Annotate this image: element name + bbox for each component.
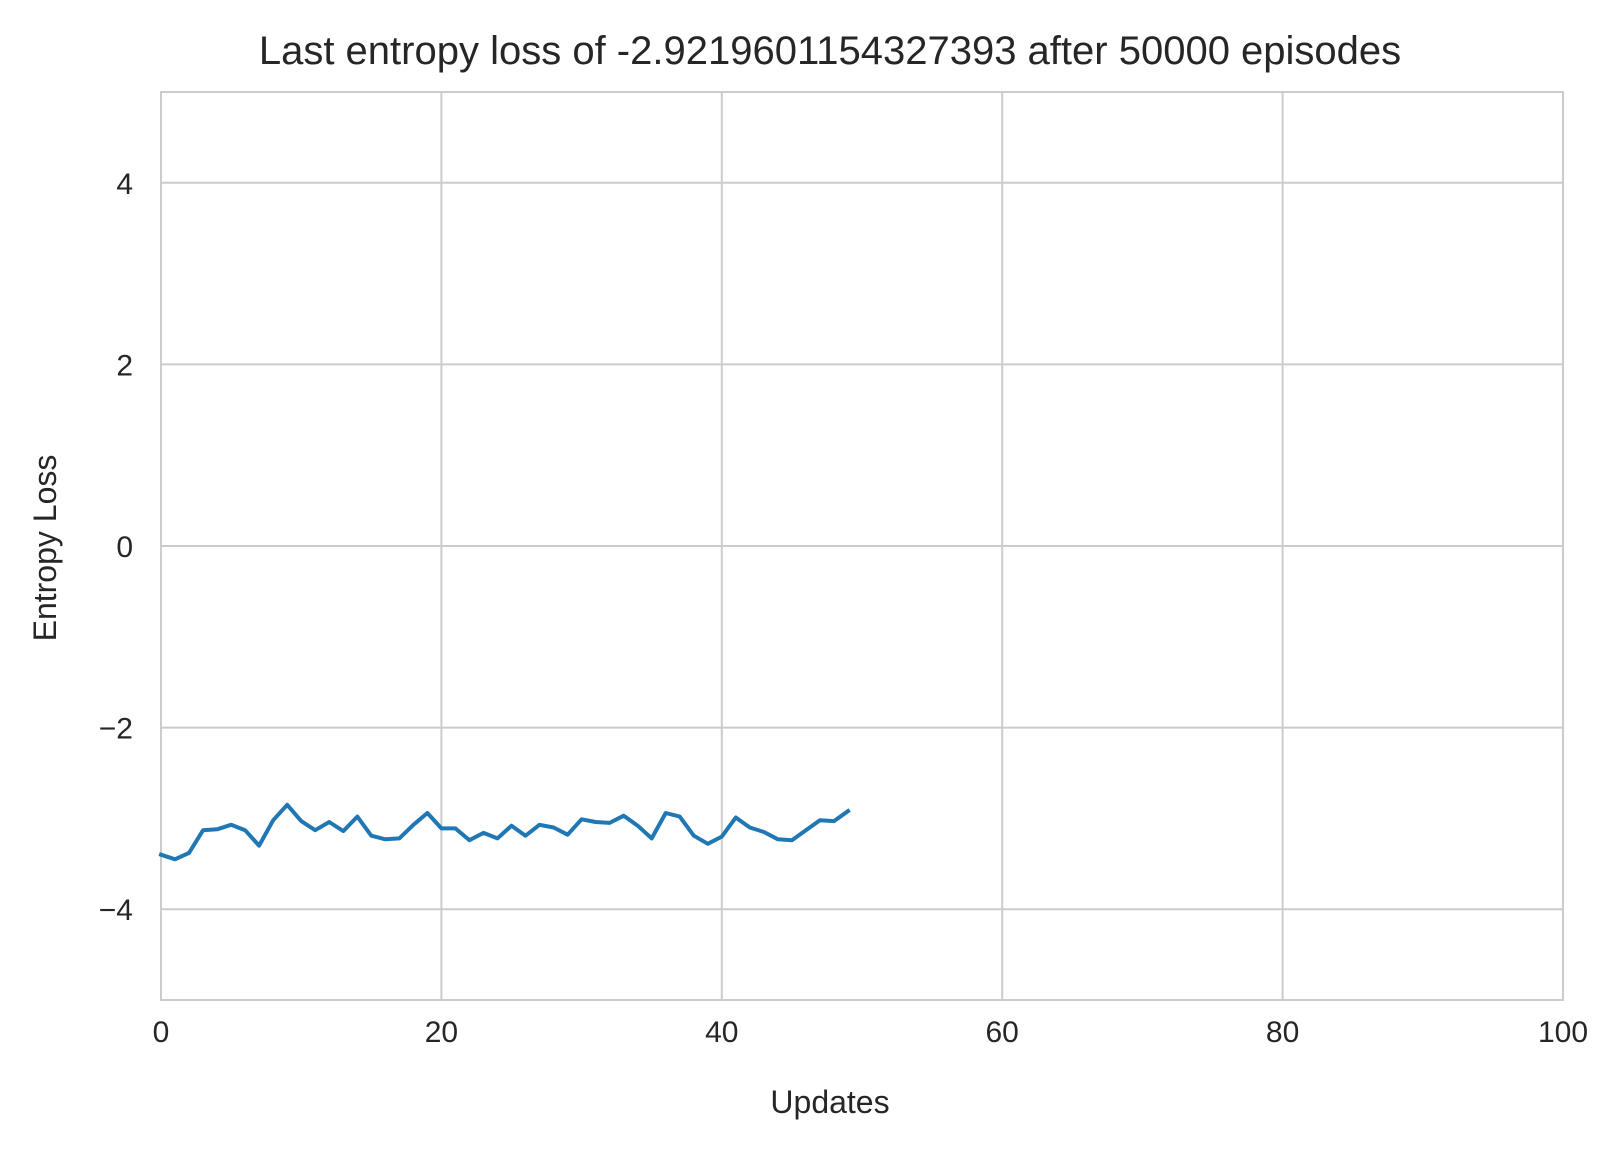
x-tick-label: 40 bbox=[705, 1016, 738, 1049]
y-tick-label: −2 bbox=[99, 713, 133, 746]
tick-labels: 0 20 40 60 80 100 −4 −2 0 2 4 bbox=[99, 168, 1588, 1049]
x-tick-label: 100 bbox=[1538, 1016, 1588, 1049]
y-tick-label: 4 bbox=[116, 168, 133, 201]
y-tick-label: 0 bbox=[116, 531, 133, 564]
x-tick-label: 0 bbox=[153, 1016, 170, 1049]
x-tick-label: 60 bbox=[986, 1016, 1019, 1049]
x-tick-label: 80 bbox=[1266, 1016, 1299, 1049]
y-tick-label: −4 bbox=[99, 894, 133, 927]
chart-title: Last entropy loss of -2.9219601154327393… bbox=[259, 29, 1401, 73]
plot-frame bbox=[160, 91, 1564, 1001]
series-layer bbox=[158, 802, 851, 862]
x-tick-label: 20 bbox=[425, 1016, 458, 1049]
grid-lines bbox=[160, 92, 1564, 1000]
x-axis-label: Updates bbox=[770, 1084, 889, 1120]
series-line-0 bbox=[158, 802, 851, 862]
y-axis-label: Entropy Loss bbox=[27, 455, 63, 642]
y-tick-label: 2 bbox=[116, 349, 133, 382]
